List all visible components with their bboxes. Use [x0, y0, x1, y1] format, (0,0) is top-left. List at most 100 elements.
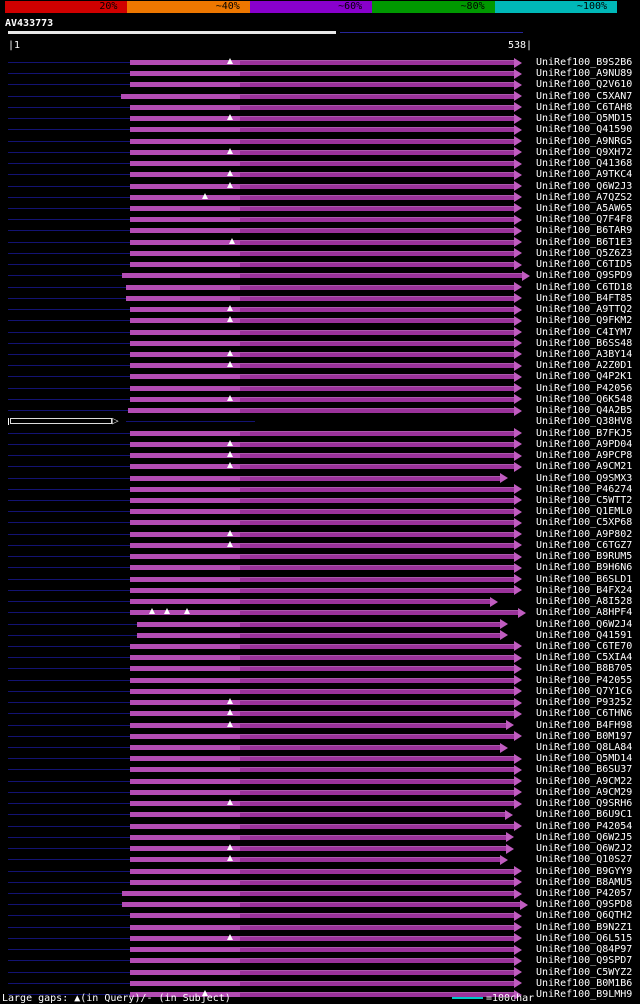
hit-bar[interactable] — [130, 913, 514, 919]
hit-bar[interactable] — [130, 745, 500, 751]
hit-label[interactable]: UniRef100_Q7F4F8 — [536, 214, 633, 226]
hit-bar[interactable] — [130, 116, 514, 122]
hit-label[interactable]: UniRef100_A3BY14 — [536, 348, 633, 360]
hit-bar[interactable] — [130, 307, 514, 313]
hit-bar[interactable] — [130, 104, 514, 110]
hit-label[interactable]: UniRef100_A2Z0D1 — [536, 360, 633, 372]
hit-bar[interactable] — [130, 161, 514, 167]
hit-label[interactable]: UniRef100_A8HPF4 — [536, 607, 633, 619]
hit-bar-outline[interactable] — [10, 418, 112, 425]
hit-label[interactable]: UniRef100_B6SS48 — [536, 337, 633, 349]
hit-bar[interactable] — [130, 329, 514, 335]
hit-bar[interactable] — [130, 194, 514, 200]
hit-bar[interactable] — [130, 239, 514, 245]
hit-bar[interactable] — [130, 497, 514, 503]
hit-bar[interactable] — [130, 677, 514, 683]
hit-bar[interactable] — [130, 385, 514, 391]
hit-label[interactable]: UniRef100_Q1EML0 — [536, 506, 633, 518]
hit-label[interactable]: UniRef100_Q84P97 — [536, 944, 633, 956]
hit-bar[interactable] — [137, 621, 500, 627]
hit-label[interactable]: UniRef100_P42056 — [536, 382, 633, 394]
hit-label[interactable]: UniRef100_A8I528 — [536, 596, 633, 608]
hit-label[interactable]: UniRef100_Q6K548 — [536, 393, 633, 405]
hit-label[interactable]: UniRef100_P93252 — [536, 697, 633, 709]
hit-label[interactable]: UniRef100_B7FKJ5 — [536, 427, 633, 439]
hit-bar[interactable] — [130, 531, 514, 537]
hit-label[interactable]: UniRef100_B9N2Z1 — [536, 921, 633, 933]
hit-label[interactable]: UniRef100_A9CM22 — [536, 775, 633, 787]
hit-bar[interactable] — [130, 789, 514, 795]
hit-label[interactable]: UniRef100_Q4P2K1 — [536, 371, 633, 383]
hit-bar[interactable] — [130, 172, 514, 178]
hit-label[interactable]: UniRef100_A9PCP8 — [536, 450, 633, 462]
hit-label[interactable]: UniRef100_B0M197 — [536, 730, 633, 742]
hit-label[interactable]: UniRef100_C4IYM7 — [536, 326, 633, 338]
hit-label[interactable]: UniRef100_Q9SPD7 — [536, 955, 633, 967]
hit-bar[interactable] — [130, 857, 500, 863]
hit-bar[interactable] — [128, 408, 514, 414]
hit-label[interactable]: UniRef100_C5WTT2 — [536, 494, 633, 506]
hit-label[interactable]: UniRef100_P46274 — [536, 483, 633, 495]
hit-bar[interactable] — [130, 935, 514, 941]
hit-bar[interactable] — [130, 700, 514, 706]
hit-bar[interactable] — [130, 969, 514, 975]
hit-label[interactable]: UniRef100_A9NRG5 — [536, 135, 633, 147]
hit-label[interactable]: UniRef100_Q41590 — [536, 124, 633, 136]
hit-label[interactable]: UniRef100_A9TTQ2 — [536, 304, 633, 316]
hit-label[interactable]: UniRef100_C5XIA4 — [536, 652, 633, 664]
hit-label[interactable]: UniRef100_Q8LA84 — [536, 742, 633, 754]
hit-label[interactable]: UniRef100_B9RUM5 — [536, 551, 633, 563]
hit-bar[interactable] — [130, 868, 514, 874]
hit-bar[interactable] — [130, 430, 514, 436]
hit-bar[interactable] — [122, 902, 520, 908]
hit-label[interactable]: UniRef100_Q6W2J4 — [536, 618, 633, 630]
hit-bar[interactable] — [130, 958, 514, 964]
hit-bar[interactable] — [130, 217, 514, 223]
hit-label[interactable]: UniRef100_Q5MD14 — [536, 753, 633, 765]
hit-label[interactable]: UniRef100_A9CM21 — [536, 461, 633, 473]
hit-bar[interactable] — [130, 351, 514, 357]
hit-bar[interactable] — [130, 980, 514, 986]
hit-bar[interactable] — [130, 542, 514, 548]
hit-bar[interactable] — [130, 711, 514, 717]
hit-bar[interactable] — [130, 138, 514, 144]
hit-bar[interactable] — [130, 992, 514, 998]
hit-bar[interactable] — [130, 71, 514, 77]
hit-bar[interactable] — [130, 823, 514, 829]
hit-label[interactable]: UniRef100_A9TKC4 — [536, 169, 633, 181]
hit-bar[interactable] — [130, 228, 514, 234]
hit-bar[interactable] — [130, 554, 514, 560]
hit-label[interactable]: UniRef100_B6TAR9 — [536, 225, 633, 237]
hit-label[interactable]: UniRef100_B9S2B6 — [536, 57, 633, 68]
hit-bar[interactable] — [137, 632, 500, 638]
hit-label[interactable]: UniRef100_A9P802 — [536, 528, 633, 540]
hit-bar[interactable] — [130, 599, 490, 605]
hit-bar[interactable] — [130, 520, 514, 526]
hit-label[interactable]: UniRef100_Q6QTH2 — [536, 910, 633, 922]
hit-label[interactable]: UniRef100_C6TGZ7 — [536, 539, 633, 551]
hit-label[interactable]: UniRef100_B9LMH9 — [536, 989, 633, 1001]
hit-bar[interactable] — [130, 879, 514, 885]
hit-bar[interactable] — [130, 262, 514, 268]
hit-bar[interactable] — [130, 396, 514, 402]
hit-label[interactable]: UniRef100_P42055 — [536, 674, 633, 686]
hit-bar[interactable] — [130, 183, 514, 189]
hit-label[interactable]: UniRef100_Q10S27 — [536, 854, 633, 866]
hit-label[interactable]: UniRef100_Q9XH72 — [536, 146, 633, 158]
hit-bar[interactable] — [130, 340, 514, 346]
hit-bar[interactable] — [130, 756, 514, 762]
hit-label[interactable]: UniRef100_P42054 — [536, 820, 633, 832]
hit-label[interactable]: UniRef100_C6TD18 — [536, 281, 633, 293]
hit-label[interactable]: UniRef100_Q2V610 — [536, 79, 633, 91]
hit-bar[interactable] — [130, 846, 506, 852]
hit-label[interactable]: UniRef100_C5XAN7 — [536, 90, 633, 102]
hit-bar[interactable] — [130, 250, 514, 256]
hit-label[interactable]: UniRef100_Q41368 — [536, 158, 633, 170]
hit-label[interactable]: UniRef100_B9H6N6 — [536, 562, 633, 574]
hit-bar[interactable] — [130, 127, 514, 133]
hit-bar[interactable] — [130, 60, 514, 65]
hit-label[interactable]: UniRef100_Q38HV8 — [536, 416, 633, 428]
hit-bar[interactable] — [130, 82, 514, 88]
hit-bar[interactable] — [130, 643, 514, 649]
hit-bar[interactable] — [130, 767, 514, 773]
